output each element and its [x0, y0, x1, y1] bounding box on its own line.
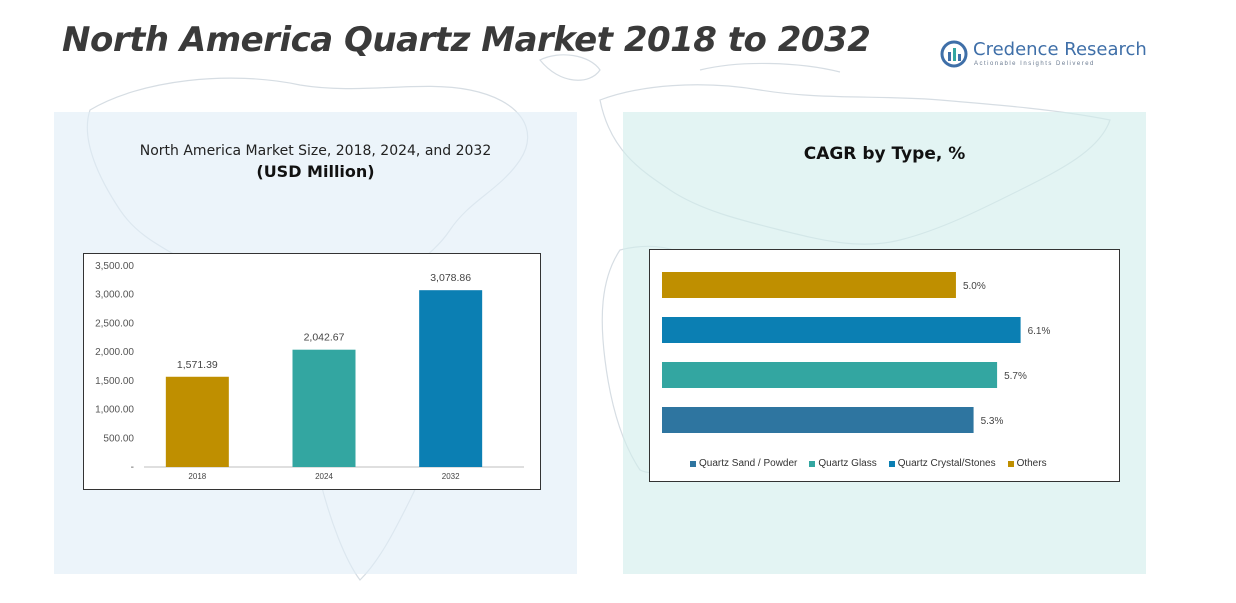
bar-2032 [419, 290, 483, 467]
hbar-value-label: 5.0% [963, 281, 986, 292]
logo-tagline: Actionable Insights Delivered [974, 61, 1095, 67]
cagr-chart: 5.0% 6.1% 5.7% 5.3% Quartz Sand / Powder Qu… [649, 249, 1120, 482]
bar-value-label: 2,042.67 [304, 332, 345, 344]
y-tick-label: 1,000.00 [95, 405, 134, 416]
legend-label: Quartz Glass [818, 458, 877, 469]
y-tick-label: 3,000.00 [95, 290, 134, 301]
x-tick-label: 2032 [442, 472, 460, 481]
cagr-chart-title: CAGR by Type, % [803, 144, 966, 164]
y-tick-label: 500.00 [103, 433, 134, 444]
y-tick-label: 2,000.00 [95, 347, 134, 358]
hbar-value-label: 5.7% [1004, 371, 1027, 382]
market-size-chart-subtitle: (USD Million) [256, 162, 375, 181]
legend-label: Quartz Crystal/Stones [897, 458, 996, 469]
bar-2018 [165, 376, 229, 467]
bar-2024 [292, 349, 356, 467]
y-tick-label: 1,500.00 [95, 376, 134, 387]
cagr-chart-svg: 5.0% 6.1% 5.7% 5.3% [662, 272, 1051, 433]
legend-swatch [809, 460, 816, 467]
bar-value-label: 3,078.86 [430, 272, 471, 284]
legend-item-quartz-sand: Quartz Sand / Powder [690, 458, 797, 469]
legend-swatch [888, 460, 895, 467]
legend-item-quartz-crystal: Quartz Crystal/Stones [888, 458, 996, 469]
legend-swatch [690, 460, 696, 467]
page-title: North America Quartz Market 2018 to 2032 [62, 20, 871, 60]
x-tick-label: 2024 [315, 472, 333, 481]
cagr-legend: Quartz Sand / Powder Quartz Glass Quartz… [690, 458, 1047, 469]
hbar-value-label: 5.3% [981, 416, 1004, 427]
hbar-quartz-glass [662, 362, 998, 388]
y-tick-label: 2,500.00 [95, 318, 134, 329]
credence-logo-icon [940, 40, 968, 68]
hbar-quartz-crystal-stones [662, 317, 1021, 343]
y-tick-label: - [131, 462, 134, 473]
bar-value-label: 1,571.39 [177, 359, 218, 371]
market-size-chart-svg: - 500.00 1,000.00 1,500.00 2,000.00 2,500.00 3… [95, 261, 524, 481]
x-tick-label: 2018 [188, 472, 206, 481]
logo: Credence Research Actionable Insights De… [940, 38, 1147, 72]
hbar-value-label: 6.1% [1028, 326, 1051, 337]
market-size-chart-title: North America Market Size, 2018, 2024, a… [139, 143, 492, 159]
legend-label: Others [1016, 458, 1047, 469]
hbar-others [662, 272, 956, 298]
legend-swatch [1007, 460, 1014, 467]
hbar-quartz-sand-powder [662, 407, 974, 433]
legend-item-others: Others [1007, 458, 1047, 469]
market-size-chart: - 500.00 1,000.00 1,500.00 2,000.00 2,500.00 3… [83, 253, 541, 490]
legend-label: Quartz Sand / Powder [699, 458, 798, 469]
y-tick-label: 3,500.00 [95, 261, 134, 272]
logo-name: Credence Research [973, 39, 1147, 60]
legend-item-quartz-glass: Quartz Glass [809, 458, 877, 469]
